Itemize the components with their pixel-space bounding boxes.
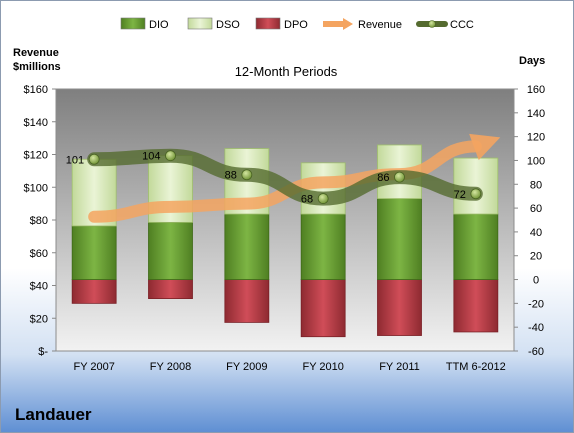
left-tick-label-: $- bbox=[38, 346, 48, 358]
dpo-bar-fy-2009 bbox=[224, 279, 270, 323]
legend-label-dpo: DPO bbox=[284, 19, 308, 31]
dio-bar-fy-2008 bbox=[148, 221, 193, 280]
dio-bar-fy-2010 bbox=[300, 213, 346, 280]
dio-bar-ttm-6-2012 bbox=[453, 213, 499, 280]
dio-bar-fy-2007 bbox=[71, 225, 117, 280]
category-label-fy-2011: FY 2011 bbox=[379, 361, 420, 373]
chart-title: 12-Month Periods bbox=[235, 64, 338, 79]
legend-swatch-dpo bbox=[255, 17, 281, 30]
right-tick-label-60: 60 bbox=[530, 203, 542, 215]
ccc-data-label-ttm-6-2012: 72 bbox=[454, 189, 466, 201]
dio-bar-fy-2011 bbox=[377, 198, 422, 280]
dpo-bar-fy-2008 bbox=[148, 279, 193, 299]
ccc-point-fy-2008 bbox=[165, 150, 176, 162]
right-tick-label-80: 80 bbox=[530, 179, 542, 191]
left-axis: $- $20 $40 $60 $80 $100 $120 $140 $160 bbox=[24, 84, 56, 358]
right-tick-label-20: 20 bbox=[530, 251, 542, 263]
ccc-point-fy-2009 bbox=[241, 169, 253, 181]
dpo-bar-fy-2007 bbox=[71, 279, 117, 304]
dio-bar-fy-2009 bbox=[224, 213, 270, 280]
right-tick-label-60: -60 bbox=[528, 346, 544, 358]
left-tick-label-60: $60 bbox=[30, 248, 48, 260]
right-tick-label-40: 40 bbox=[530, 227, 542, 239]
dpo-bar-fy-2011 bbox=[377, 279, 422, 336]
ccc-data-label-fy-2010: 68 bbox=[301, 194, 313, 206]
ccc-data-label-fy-2011: 86 bbox=[377, 172, 389, 184]
ccc-data-label-fy-2008: 104 bbox=[142, 151, 160, 163]
right-tick-label-120: 120 bbox=[527, 132, 545, 144]
ccc-series: 101 104 88 68 86 72 bbox=[66, 148, 483, 206]
dpo-bar-fy-2010 bbox=[300, 279, 346, 338]
right-tick-label-40: -40 bbox=[528, 322, 544, 334]
category-label-fy-2009: FY 2009 bbox=[226, 361, 267, 373]
legend-label-dio: DIO bbox=[149, 19, 169, 31]
ccc-point-fy-2007 bbox=[88, 153, 100, 165]
left-tick-label-80: $80 bbox=[30, 215, 48, 227]
right-tick-label-140: 140 bbox=[527, 108, 545, 120]
right-tick-label-100: 100 bbox=[527, 155, 545, 167]
left-axis-label-line1: Revenue bbox=[13, 47, 59, 59]
left-tick-label-40: $40 bbox=[30, 281, 48, 293]
plot-area bbox=[55, 88, 515, 352]
right-tick-label-160: 160 bbox=[527, 84, 545, 96]
left-axis-label-line2: $millions bbox=[13, 61, 61, 73]
right-tick-label-20: -20 bbox=[528, 298, 544, 310]
legend-label-ccc: CCC bbox=[450, 19, 474, 31]
ccc-data-label-fy-2007: 101 bbox=[66, 154, 84, 166]
left-tick-label-140: $140 bbox=[24, 117, 48, 129]
right-axis-label: Days bbox=[519, 55, 545, 67]
left-tick-label-160: $160 bbox=[24, 84, 48, 96]
category-axis: FY 2007 FY 2008 FY 2009 FY 2010 FY 2011 TTM 6… bbox=[73, 361, 505, 373]
legend-arrowhead-revenue bbox=[343, 18, 353, 30]
bar-series bbox=[71, 144, 499, 338]
ccc-point-fy-2010 bbox=[317, 193, 329, 204]
ccc-point-fy-2011 bbox=[394, 171, 405, 183]
left-tick-label-100: $100 bbox=[24, 182, 48, 194]
legend: DIO DSO DPO Revenue CCC bbox=[120, 17, 474, 31]
legend-marker-ccc bbox=[428, 20, 436, 28]
legend-label-revenue: Revenue bbox=[358, 19, 402, 31]
legend-label-dso: DSO bbox=[216, 19, 240, 31]
revenue-arrowhead bbox=[469, 133, 501, 161]
category-label-ttm-6-2012: TTM 6-2012 bbox=[446, 361, 506, 373]
dso-bar-ttm-6-2012 bbox=[453, 157, 499, 215]
category-label-fy-2007: FY 2007 bbox=[73, 361, 114, 373]
dpo-bar-ttm-6-2012 bbox=[453, 279, 499, 333]
category-label-fy-2010: FY 2010 bbox=[302, 361, 343, 373]
left-tick-label-20: $20 bbox=[30, 313, 48, 325]
company-name: Landauer bbox=[15, 405, 92, 424]
right-axis: -60 -40 -20 0 20 40 60 80 100 120 140 160 bbox=[514, 84, 545, 358]
category-label-fy-2008: FY 2008 bbox=[150, 361, 191, 373]
legend-swatch-dio bbox=[120, 17, 146, 30]
ccc-point-ttm-6-2012 bbox=[470, 188, 482, 200]
left-tick-label-120: $120 bbox=[24, 150, 48, 162]
right-tick-label-0: 0 bbox=[533, 275, 539, 287]
ccc-data-label-fy-2009: 88 bbox=[225, 170, 237, 182]
legend-swatch-dso bbox=[187, 17, 213, 30]
